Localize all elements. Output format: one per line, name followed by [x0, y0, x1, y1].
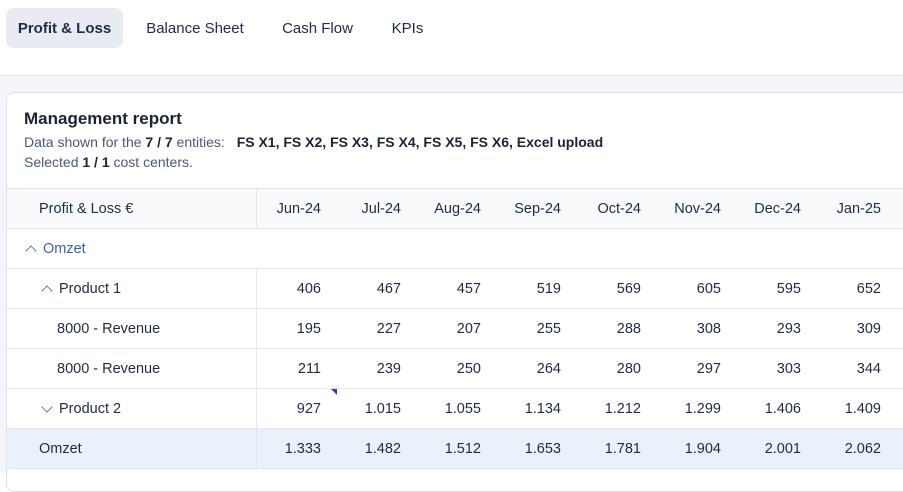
value-cell: 264	[536, 360, 561, 377]
value-cell: 297	[696, 360, 721, 377]
value-cell: 569	[616, 280, 641, 297]
value-cell: 1.409	[844, 400, 881, 417]
table-row: 8000 - Revenue 195 227 207 255 288 308 2…	[7, 309, 903, 349]
comment-flag-icon[interactable]	[331, 389, 337, 395]
collapse-icon[interactable]	[25, 244, 37, 257]
value-cell: 927	[296, 400, 321, 417]
total-cell: 2.062	[844, 440, 881, 457]
column-header-month: Sep-24	[514, 200, 561, 217]
value-cell: 605	[696, 280, 721, 297]
value-cell: 1.055	[444, 400, 481, 417]
column-header-month: Oct-24	[597, 200, 641, 217]
value-cell: 255	[536, 320, 561, 337]
column-header-month: Jul-24	[361, 200, 402, 217]
expand-icon[interactable]	[41, 400, 53, 413]
value-cell: 595	[776, 280, 801, 297]
value-cell: 308	[696, 320, 721, 337]
total-cell: 1.482	[364, 440, 401, 457]
tab-balance-sheet[interactable]: Balance Sheet	[146, 19, 244, 37]
value-cell: 467	[376, 280, 401, 297]
table-row: 8000 - Revenue 211 239 250 264 280 297 3…	[7, 349, 903, 389]
tab-profit-loss[interactable]: Profit & Loss	[6, 8, 123, 48]
entities-prefix: Data shown for the	[24, 134, 142, 150]
cost-centers-summary: Selected 1 / 1 cost centers.	[24, 154, 193, 170]
table-row: Product 2 927 1.015 1.055 1.134 1.212 1.…	[7, 389, 903, 429]
row-label[interactable]: Product 1	[7, 269, 257, 308]
table-header-row: Profit & Loss € Jun-24 Jul-24 Aug-24 Sep…	[7, 189, 903, 229]
value-cell: 195	[296, 320, 321, 337]
value-cell: 207	[456, 320, 481, 337]
value-cell: 457	[456, 280, 481, 297]
table-row: Product 1 406 467 457 519 569 605 595 65…	[7, 269, 903, 309]
tab-cash-flow[interactable]: Cash Flow	[282, 19, 353, 37]
row-label: 8000 - Revenue	[7, 349, 257, 388]
total-row: Omzet 1.333 1.482 1.512 1.653 1.781 1.90…	[7, 429, 903, 469]
column-header-month: Dec-24	[754, 200, 801, 217]
tab-kpis[interactable]: KPIs	[391, 19, 424, 37]
entities-summary: Data shown for the 7 / 7 entities: FS X1…	[24, 134, 603, 150]
tab-bar: Profit & Loss Balance Sheet Cash Flow KP…	[0, 0, 903, 75]
row-label-text: Product 1	[59, 280, 122, 297]
row-label[interactable]: Product 2	[7, 389, 257, 428]
value-cell: 1.406	[764, 400, 801, 417]
total-cell: 1.904	[684, 440, 721, 457]
cost-count: 1 / 1	[82, 154, 110, 170]
column-header-month: Jun-24	[276, 200, 321, 217]
row-label: 8000 - Revenue	[7, 309, 257, 348]
total-label: Omzet	[7, 429, 257, 468]
total-cell: 2.001	[764, 440, 801, 457]
entities-count: 7 / 7	[145, 134, 173, 150]
total-cell: 1.781	[604, 440, 641, 457]
entities-list[interactable]: FS X1, FS X2, FS X3, FS X4, FS X5, FS X6…	[236, 134, 604, 150]
group-label[interactable]: Omzet	[7, 229, 257, 268]
entities-suffix: entities:	[176, 134, 225, 150]
pl-table: Profit & Loss € Jun-24 Jul-24 Aug-24 Sep…	[7, 188, 903, 469]
value-cell: 293	[776, 320, 801, 337]
column-header-label: Profit & Loss €	[7, 189, 257, 228]
value-cell: 1.212	[604, 400, 641, 417]
value-cell: 303	[776, 360, 801, 377]
value-cell: 309	[856, 320, 881, 337]
value-cell: 211	[297, 360, 321, 377]
value-cell: 652	[856, 280, 881, 297]
group-label-text: Omzet	[43, 240, 86, 257]
value-cell: 250	[456, 360, 481, 377]
value-cell: 1.015	[364, 400, 401, 417]
report-title: Management report	[24, 109, 182, 128]
cost-suffix: cost centers.	[113, 154, 193, 170]
collapse-icon[interactable]	[41, 284, 53, 297]
value-cell: 519	[536, 280, 561, 297]
value-cell: 280	[616, 360, 641, 377]
total-cell: 1.333	[284, 440, 321, 457]
value-cell: 406	[296, 280, 321, 297]
row-label-text: Product 2	[59, 400, 122, 417]
cost-prefix: Selected	[24, 154, 79, 170]
value-cell: 1.134	[524, 400, 561, 417]
column-header-month: Nov-24	[674, 200, 721, 217]
value-cell: 239	[376, 360, 401, 377]
column-header-month: Jan-25	[836, 200, 881, 217]
value-cell: 288	[616, 320, 641, 337]
value-cell: 344	[856, 360, 881, 377]
total-cell: 1.512	[444, 440, 481, 457]
column-header-month: Aug-24	[434, 200, 481, 217]
value-cell: 1.299	[684, 400, 721, 417]
total-cell: 1.653	[524, 440, 561, 457]
report-card: Management report Data shown for the 7 /…	[6, 92, 903, 492]
value-cell: 227	[376, 320, 401, 337]
group-row-omzet[interactable]: Omzet	[7, 229, 903, 269]
